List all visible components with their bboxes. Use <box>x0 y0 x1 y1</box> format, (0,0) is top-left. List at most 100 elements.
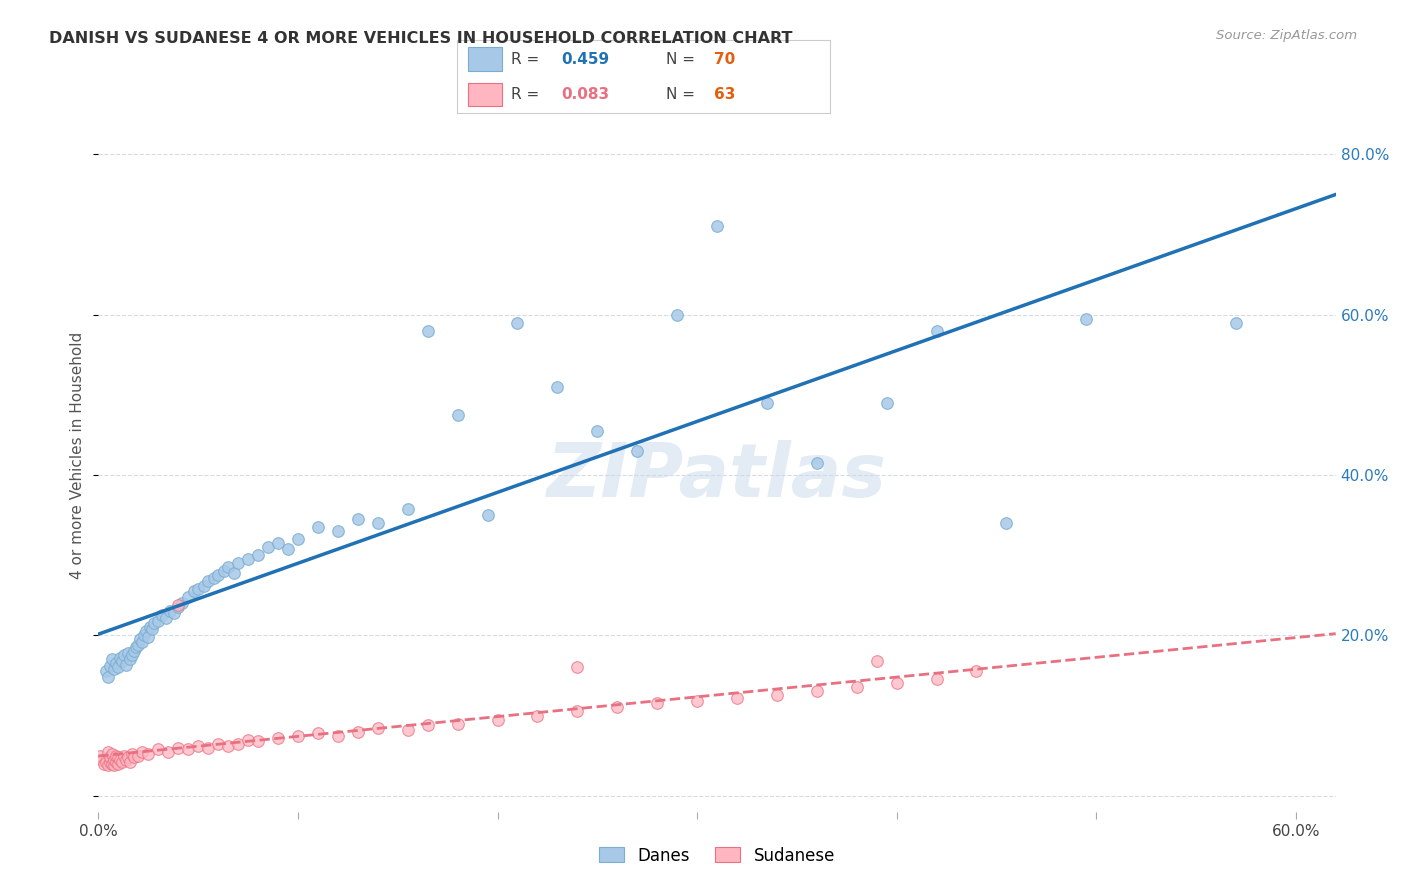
Point <box>217 739 239 753</box>
Point <box>101 747 124 761</box>
Point <box>416 324 439 338</box>
Legend: Danes, Sudanese: Danes, Sudanese <box>592 840 842 871</box>
Point <box>966 665 988 679</box>
Point <box>706 219 728 234</box>
Point <box>107 750 129 764</box>
Point <box>120 652 142 666</box>
Point <box>107 660 129 674</box>
Point <box>110 650 132 665</box>
Point <box>396 501 419 516</box>
Point <box>886 676 908 690</box>
Point <box>148 742 170 756</box>
Point <box>187 582 209 596</box>
Point <box>155 610 177 624</box>
Point <box>326 524 349 538</box>
Point <box>89 748 111 763</box>
Point <box>177 742 200 756</box>
Point <box>96 755 118 769</box>
Point <box>163 606 186 620</box>
Point <box>100 755 122 769</box>
Point <box>148 614 170 628</box>
Point <box>686 694 709 708</box>
Text: Source: ZipAtlas.com: Source: ZipAtlas.com <box>1216 29 1357 42</box>
Point <box>202 571 225 585</box>
Bar <box>468 83 502 106</box>
Point <box>287 729 309 743</box>
Point <box>157 745 180 759</box>
Point <box>96 665 118 679</box>
Point <box>141 622 163 636</box>
Point <box>396 723 419 737</box>
Point <box>224 566 246 580</box>
Point <box>159 604 181 618</box>
Text: N =: N = <box>665 87 699 102</box>
Point <box>806 456 828 470</box>
Point <box>167 598 190 612</box>
Point <box>725 690 748 705</box>
Point <box>247 734 270 748</box>
Point <box>100 658 122 673</box>
Point <box>267 731 290 745</box>
Point <box>111 654 134 668</box>
Point <box>124 644 146 658</box>
Point <box>876 396 898 410</box>
Point <box>925 673 948 687</box>
Point <box>217 560 239 574</box>
Point <box>127 748 149 763</box>
Point <box>247 548 270 562</box>
Point <box>167 740 190 755</box>
Point <box>115 753 138 767</box>
Point <box>100 750 122 764</box>
Point <box>121 747 143 761</box>
Point <box>117 750 139 764</box>
Y-axis label: 4 or more Vehicles in Household: 4 or more Vehicles in Household <box>70 331 86 579</box>
Text: 0.459: 0.459 <box>561 52 609 67</box>
Point <box>367 721 389 735</box>
Point <box>124 750 146 764</box>
Point <box>115 658 138 673</box>
Point <box>143 616 166 631</box>
Point <box>626 444 648 458</box>
Point <box>187 739 209 753</box>
Point <box>226 737 249 751</box>
Point <box>766 689 789 703</box>
Point <box>326 729 349 743</box>
Point <box>666 308 689 322</box>
Point <box>236 732 259 747</box>
Point <box>197 740 219 755</box>
Point <box>197 574 219 588</box>
Point <box>845 681 868 695</box>
Point <box>193 579 215 593</box>
Point <box>131 634 153 648</box>
Point <box>606 700 628 714</box>
Point <box>120 755 142 769</box>
Point <box>127 638 149 652</box>
Point <box>97 758 120 772</box>
Point <box>105 748 128 763</box>
Point <box>586 424 609 438</box>
Point <box>112 648 135 663</box>
Point <box>121 648 143 663</box>
Point <box>167 600 190 615</box>
Point <box>136 747 159 761</box>
Point <box>1225 316 1247 330</box>
Text: N =: N = <box>665 52 699 67</box>
Point <box>645 697 668 711</box>
Point <box>135 624 157 639</box>
Point <box>212 564 235 578</box>
Bar <box>468 47 502 70</box>
Point <box>506 316 529 330</box>
Point <box>117 646 139 660</box>
Point <box>1076 311 1098 326</box>
Point <box>125 640 148 655</box>
Point <box>93 756 115 771</box>
Point <box>307 520 329 534</box>
Point <box>416 718 439 732</box>
Point <box>446 716 468 731</box>
Point <box>347 512 370 526</box>
Point <box>177 590 200 604</box>
Point <box>806 684 828 698</box>
Point <box>367 516 389 530</box>
Point <box>172 596 194 610</box>
Point <box>134 628 156 642</box>
